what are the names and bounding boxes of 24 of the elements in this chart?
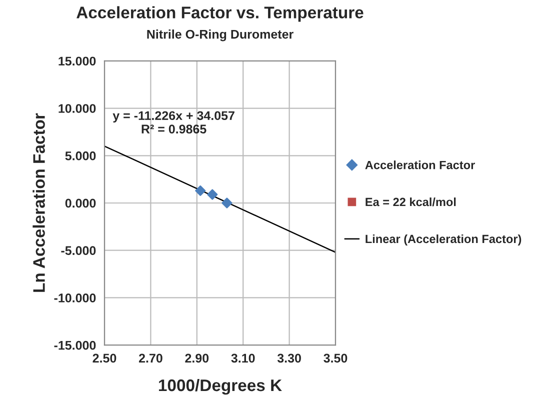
y-tick-label: 0.000 <box>65 198 96 208</box>
chart-subtitle: Nitrile O-Ring Durometer <box>147 30 294 42</box>
point <box>195 185 206 196</box>
y-tick-label: 10.000 <box>58 104 96 113</box>
y-tick-label: 5.000 <box>65 151 96 160</box>
y-tick-label: -15.000 <box>54 340 96 350</box>
x-tick-label: 3.50 <box>324 354 348 363</box>
x-tick-label: 3.30 <box>277 354 301 363</box>
legend-label: Linear (Acceleration Factor) <box>366 234 522 246</box>
point <box>207 189 218 200</box>
legend-label: Ea = 22 kcal/mol <box>366 197 456 206</box>
y-tick-label: -10.000 <box>54 294 96 302</box>
legend-label: Acceleration Factor <box>365 160 475 170</box>
x-tick-label: 2.50 <box>92 354 116 363</box>
x-axis-title: 1000/Degrees K <box>158 378 282 395</box>
y-tick-label: 15.000 <box>58 56 96 66</box>
x-tick-label: 3.10 <box>231 354 255 363</box>
y-tick-label: -5.000 <box>61 246 96 256</box>
annotation: y = -11.226x + 34.057 R² = 0.9865 <box>112 111 234 134</box>
y-axis-title: Ln Acceleration Factor <box>32 113 45 292</box>
point <box>222 198 232 208</box>
chart-title: Acceleration Factor vs. Temperature <box>76 6 364 22</box>
x-tick-label: 2.70 <box>138 354 162 363</box>
x-tick-label: 2.90 <box>185 354 209 363</box>
